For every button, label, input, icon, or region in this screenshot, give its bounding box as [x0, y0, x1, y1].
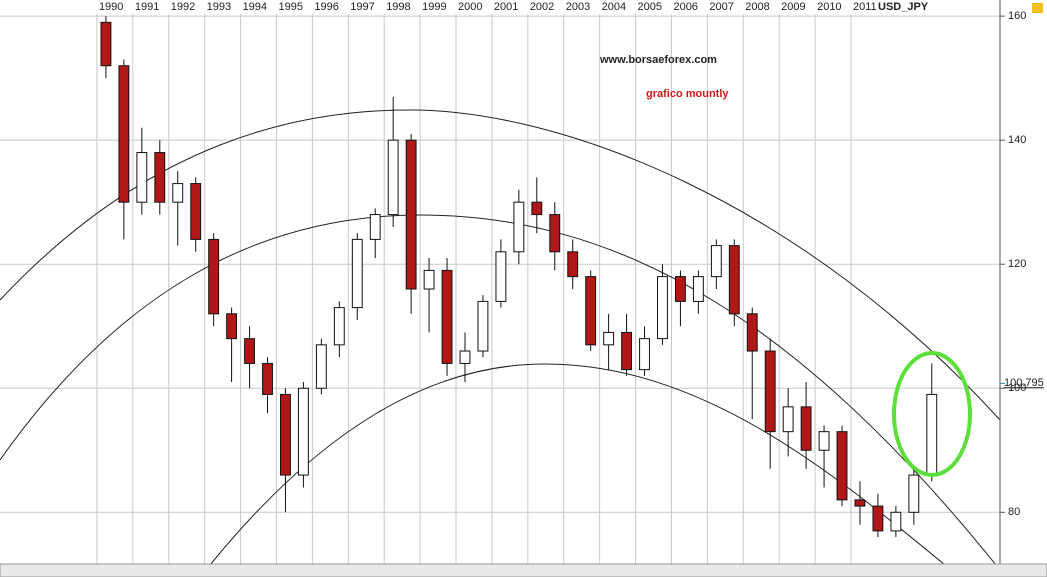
candle-body: [531, 201, 543, 216]
candle-body: [657, 276, 668, 340]
x-tick-label: 2010: [817, 1, 841, 13]
candle-body: [908, 474, 920, 513]
candle-body: [800, 406, 812, 451]
candle-body: [423, 269, 435, 290]
candle-body: [262, 362, 273, 395]
candle-body: [387, 139, 399, 216]
candle-body: [280, 393, 291, 476]
candle-body: [226, 313, 238, 340]
annotation-subtitle: grafico mountly: [646, 88, 729, 100]
candles: [100, 16, 938, 538]
y-tick-label: 140: [1008, 134, 1026, 146]
x-tick-label: 2001: [494, 1, 518, 13]
candle-body: [728, 245, 740, 315]
candle-body: [782, 406, 794, 433]
candle-body: [926, 393, 938, 476]
candle-body: [818, 431, 830, 451]
candle-body: [208, 238, 220, 315]
candle-body: [890, 511, 902, 532]
arc: [209, 363, 946, 566]
candle-body: [405, 139, 417, 290]
candle-body: [746, 313, 758, 352]
candle-body: [639, 338, 650, 371]
candle-body: [495, 251, 507, 302]
candle-body: [764, 350, 776, 433]
candle-body: [692, 276, 704, 302]
x-tick-label: 2007: [709, 1, 733, 13]
candle-body: [190, 183, 202, 240]
candle-body: [603, 331, 615, 346]
x-tick-label: 2002: [530, 1, 554, 13]
arc: [0, 214, 1001, 571]
x-tick-label: 1998: [386, 1, 410, 13]
y-tick-label: 100: [1008, 382, 1026, 394]
candle-body: [549, 214, 561, 253]
x-tick-label: 2004: [602, 1, 626, 13]
candle-body: [118, 65, 130, 203]
candle-body: [585, 276, 597, 346]
x-tick-label: 1993: [207, 1, 231, 13]
chart-title: USD_JPY: [878, 1, 929, 13]
candle-body: [333, 307, 345, 346]
candle-body: [710, 245, 722, 278]
highlight-ellipse: [892, 351, 972, 477]
candle-body: [154, 152, 166, 203]
candle-body: [172, 183, 184, 203]
candle-body: [513, 201, 525, 253]
candle-body: [459, 350, 471, 364]
corner-icon: [1032, 3, 1043, 13]
x-tick-label: 1990: [99, 1, 123, 13]
x-tick-label: 1996: [314, 1, 338, 13]
candle-body: [477, 300, 489, 352]
candle-body: [351, 238, 363, 309]
x-tick-label: 2003: [566, 1, 590, 13]
scrollbar: [0, 563, 1047, 577]
candle-body: [567, 251, 579, 278]
x-tick-label: 1991: [135, 1, 159, 13]
candle-body: [244, 338, 255, 364]
candle-body: [441, 269, 453, 364]
annotation-site: www.borsaeforex.com: [599, 54, 717, 66]
candle-body: [315, 344, 327, 389]
x-tick-label: 2011: [853, 1, 877, 13]
candle-body: [369, 214, 381, 240]
candle-body: [674, 276, 686, 302]
candle-body: [100, 21, 112, 67]
candle-body: [854, 499, 866, 507]
x-tick-label: 1995: [278, 1, 302, 13]
x-tick-label: 1997: [350, 1, 374, 13]
candle-body: [621, 331, 633, 371]
y-tick-label: 120: [1008, 258, 1026, 270]
x-tick-label: 2005: [638, 1, 662, 13]
candle-body: [836, 431, 848, 501]
last-value-label: 100.795: [1004, 377, 1044, 389]
x-tick-label: 2006: [673, 1, 697, 13]
candle-body: [136, 152, 148, 203]
x-tick-label: 2000: [458, 1, 482, 13]
x-tick-label: 1994: [243, 1, 267, 13]
x-tick-label: 2008: [745, 1, 769, 13]
x-tick-label: 1999: [422, 1, 446, 13]
x-tick-label: 1992: [171, 1, 195, 13]
y-tick-label: 160: [1008, 10, 1026, 22]
candle-body: [297, 387, 309, 476]
x-tick-label: 2009: [781, 1, 805, 13]
candle-body: [872, 505, 884, 532]
y-tick-label: 80: [1008, 506, 1020, 518]
